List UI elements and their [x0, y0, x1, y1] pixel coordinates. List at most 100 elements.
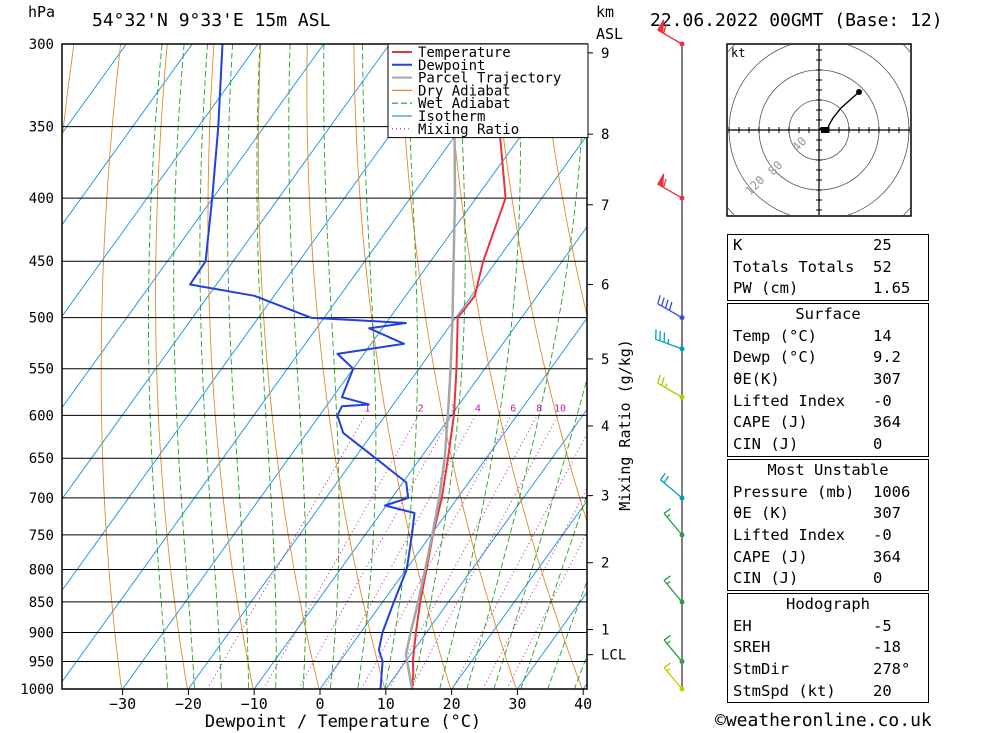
surface-table: Surface Temp (°C) 14 Dewp (°C) 9.2 θE(K) 307 Li… — [727, 303, 929, 457]
table-row: StmDir 278° — [728, 659, 928, 681]
dry-adiabat-line — [493, 44, 587, 524]
wind-barb-half-feather — [666, 581, 671, 585]
mixing-ratio-label: 1 — [364, 403, 370, 414]
dry-adiabat-line — [948, 7, 1000, 715]
x-tick-label: 0 — [315, 695, 324, 713]
row-label: StmDir — [733, 660, 789, 679]
wind-barb-feather — [663, 508, 671, 514]
wet-adiabat-line — [384, 44, 418, 689]
table-title: Hodograph — [786, 595, 870, 613]
wind-barb-feather — [663, 634, 671, 641]
pressure-tick-label: 400 — [29, 191, 54, 207]
pressure-tick-label: 750 — [29, 528, 54, 544]
isotherm-line — [62, 44, 391, 500]
pressure-tick-label: 450 — [29, 254, 54, 270]
wind-barb-feather — [663, 662, 671, 669]
row-value: -18 — [873, 638, 901, 657]
wet-adiabat-line — [227, 44, 249, 689]
wind-barb — [655, 329, 685, 352]
row-label: Totals Totals — [733, 257, 855, 276]
row-value: 1.65 — [873, 279, 911, 298]
wet-adiabat-line — [466, 44, 586, 689]
dry-adiabat-line — [446, 44, 583, 689]
height-unit-label-asl: ASL — [596, 25, 624, 43]
table-row: StmSpd (kt) 20 — [728, 681, 928, 703]
isotherm-line — [62, 44, 522, 683]
wind-barb-flag — [657, 173, 665, 188]
wet-adiabat-line — [357, 44, 377, 689]
indices-table: K 25 Totals Totals 52 PW (cm) 1.65 — [727, 234, 929, 302]
mixing-ratio-label: 25 — [644, 403, 656, 414]
dry-adiabat-line — [306, 44, 386, 689]
row-label: CAPE (J) — [733, 413, 808, 432]
x-tick-label: −20 — [175, 695, 202, 713]
wet-adiabat-line — [439, 44, 521, 689]
wind-barb-staff — [660, 479, 683, 499]
mixing-ratio-label: 4 — [475, 403, 481, 414]
row-label: Pressure (mb) — [733, 482, 855, 501]
table-row: Lifted Index -0 — [728, 525, 928, 547]
x-tick-label: 10 — [377, 695, 395, 713]
height-tick-label: 5 — [601, 352, 609, 368]
row-value: 0 — [873, 569, 883, 588]
row-value: 9.2 — [873, 348, 901, 367]
wet-adiabat-line — [493, 377, 587, 689]
row-value: 307 — [873, 504, 901, 523]
dry-adiabat-line — [207, 44, 254, 689]
row-value: 0 — [873, 435, 883, 454]
row-value: 307 — [873, 370, 901, 389]
pressure-tick-label: 600 — [29, 408, 54, 424]
legend-entry: Parcel Trajectory — [418, 71, 561, 87]
row-value: 364 — [873, 547, 901, 566]
table-row: EH -5 — [728, 616, 928, 638]
wind-barb — [663, 662, 685, 692]
height-tick-label: 1 — [601, 623, 609, 639]
isotherm-line — [319, 317, 587, 689]
wind-barb — [663, 575, 685, 605]
mixing-ratio-label: 2 — [418, 403, 424, 414]
wet-adiabat-line — [547, 579, 587, 689]
pressure-tick-label: 900 — [29, 626, 54, 642]
legend-entry: Wet Adiabat — [418, 96, 511, 112]
isotherm-line — [187, 134, 587, 689]
legend-entry: Dewpoint — [418, 58, 485, 74]
table-row: K 25 — [728, 235, 928, 257]
row-label: K — [733, 236, 743, 254]
wind-barb-staff — [657, 382, 683, 398]
dry-adiabat-line — [155, 44, 188, 689]
legend-box — [387, 43, 589, 139]
wet-adiabat-line — [199, 44, 222, 689]
height-tick-label: 9 — [601, 46, 609, 62]
wind-barb-staff — [663, 580, 683, 603]
isotherm-line — [385, 408, 587, 689]
hodograph-table: Hodograph EH -5 SREH -18 StmDir 278° StmSpd (kt… — [727, 593, 929, 704]
table-row: Totals Totals 52 — [728, 257, 928, 279]
copyright-footer[interactable]: ©weatheronline.co.uk — [715, 710, 932, 731]
dry-adiabat-line — [400, 44, 517, 689]
wind-barb — [657, 19, 685, 47]
row-value: 14 — [873, 326, 892, 345]
mixing-ratio-label: 10 — [554, 403, 566, 414]
most-unstable-table: Most Unstable Pressure (mb) 1006 θE (K) 307 L… — [727, 459, 929, 592]
row-label: Lifted Index — [733, 391, 845, 410]
x-tick-label: −30 — [109, 695, 136, 713]
plot-area — [62, 44, 587, 689]
row-label: StmSpd (kt) — [733, 681, 836, 700]
series-temperature — [411, 44, 507, 689]
wind-barb — [657, 374, 685, 400]
table-row: CAPE (J) 364 — [728, 412, 928, 434]
wind-barb-feather — [662, 178, 667, 188]
wind-barb-staff — [663, 639, 683, 662]
wind-barb — [663, 634, 685, 665]
hodograph-unit-label: kt — [731, 46, 745, 60]
table-row: Temp (°C) 14 — [728, 326, 928, 348]
x-tick-label: 30 — [508, 695, 526, 713]
legend-entry: Mixing Ratio — [418, 122, 519, 138]
wind-barb-feather — [664, 299, 669, 309]
table-row: Pressure (mb) 1006 — [728, 482, 928, 504]
location-title: 54°32'N 9°33'E 15m ASL — [92, 10, 331, 31]
pressure-unit-label: hPa — [28, 3, 56, 21]
pressure-tick-label: 700 — [29, 491, 54, 507]
isotherm-line — [122, 44, 587, 689]
